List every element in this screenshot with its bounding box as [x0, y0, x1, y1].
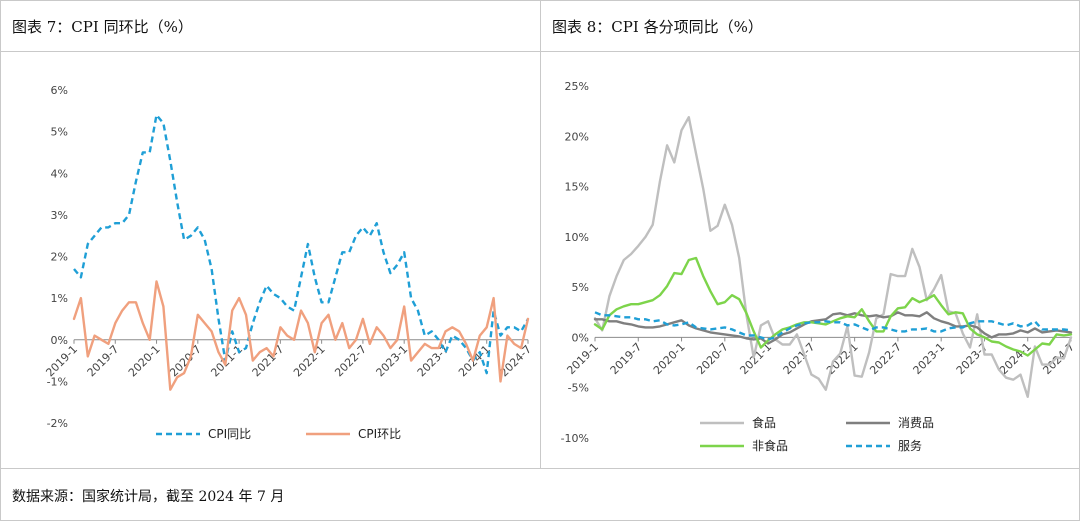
x-tick-label: 2023-7	[954, 340, 991, 377]
data-source-note: 数据来源：国家统计局，截至 2024 年 7 月	[12, 489, 285, 505]
y-tick-label: 1%	[51, 292, 68, 305]
left-chart-title: 图表 7：CPI 同环比（%）	[12, 18, 193, 36]
x-tick-label: 2021-7	[781, 340, 818, 377]
y-tick-label: 4%	[51, 167, 68, 180]
legend-label: 非食品	[752, 438, 788, 453]
y-tick-label: 10%	[565, 231, 589, 244]
right-chart-title: 图表 8：CPI 各分项同比（%）	[552, 18, 763, 36]
y-tick-label: -2%	[47, 417, 68, 430]
y-tick-label: 5%	[51, 126, 68, 139]
cpi-yoy-mom-chart: -2%-1%0%1%2%3%4%5%6%2019-1 2019-7 2020-1 20…	[43, 84, 534, 441]
x-tick-label: 2019-1	[564, 340, 601, 377]
y-tick-label: 3%	[51, 209, 68, 222]
legend-label: CPI环比	[358, 427, 401, 441]
y-tick-label: 20%	[565, 130, 589, 143]
legend-label: 食品	[752, 415, 776, 430]
series-line-1	[593, 115, 1073, 398]
legend-label: 消费品	[898, 416, 934, 430]
y-tick-label: 15%	[565, 181, 589, 194]
legend-label: CPI同比	[208, 427, 251, 441]
y-tick-label: 0%	[51, 334, 68, 347]
series-line-4	[594, 311, 1072, 341]
y-tick-label: 6%	[51, 84, 68, 97]
x-tick-label: 2022-7	[867, 340, 904, 377]
series-line-1	[73, 113, 530, 375]
x-tick-label: 2020-1	[651, 340, 688, 377]
legend-label: 服务	[898, 438, 922, 453]
x-tick-label: 2023-1	[911, 340, 948, 377]
y-tick-label: -5%	[568, 382, 589, 395]
y-tick-label: 25%	[565, 80, 589, 93]
x-tick-label: 2019-7	[608, 340, 645, 377]
y-tick-label: 2%	[51, 251, 68, 264]
y-tick-label: 5%	[572, 281, 589, 294]
series-line-2	[72, 280, 530, 391]
y-tick-label: 0%	[572, 331, 589, 344]
x-tick-label: 2020-7	[694, 340, 731, 377]
y-tick-label: -10%	[561, 432, 589, 445]
y-tick-label: -1%	[47, 375, 68, 388]
series-line-2	[593, 311, 1073, 345]
cpi-component-yoy-chart: -10%-5%0%5%10%15%20%25%2019-1 2019-7 2020-…	[561, 80, 1078, 453]
series-line-3	[593, 256, 1073, 357]
panel-divider	[540, 0, 541, 469]
